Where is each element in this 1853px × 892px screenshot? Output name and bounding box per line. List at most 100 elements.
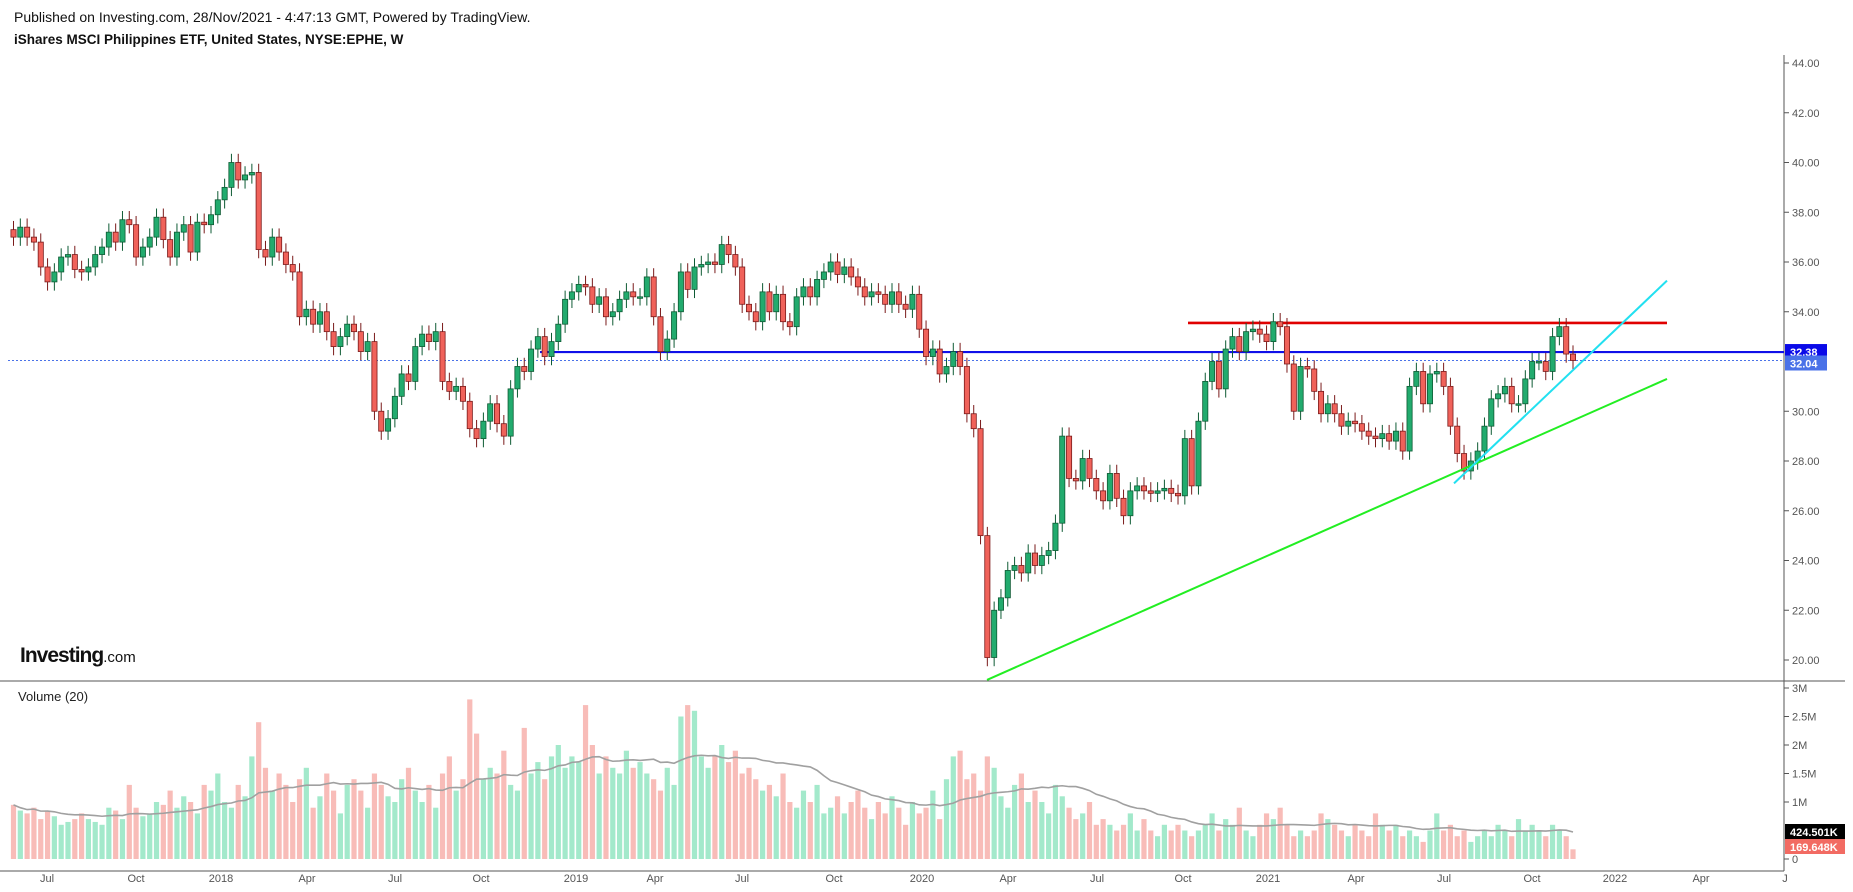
candle-body: [820, 271, 827, 280]
volume-bar: [1250, 836, 1256, 859]
volume-bar: [1454, 836, 1460, 859]
volume-bar: [1189, 836, 1195, 859]
volume-bar: [1304, 836, 1311, 859]
volume-bar: [916, 813, 922, 859]
candle-body: [459, 385, 466, 402]
volume-bar: [719, 745, 725, 859]
candle-body: [562, 298, 569, 325]
volume-bar: [1434, 813, 1440, 859]
candle-body: [1093, 478, 1100, 492]
volume-bar: [1543, 836, 1549, 859]
volume-bar: [582, 705, 589, 859]
candle-body: [64, 254, 71, 258]
volume-bar: [1141, 819, 1147, 859]
volume-bar: [725, 762, 732, 859]
volume-bar: [691, 710, 698, 859]
volume-bar: [446, 756, 452, 859]
candle-body: [1447, 385, 1454, 427]
volume-bar: [637, 762, 643, 859]
candle-body: [650, 276, 657, 318]
candle-body: [643, 276, 650, 298]
candle-body: [378, 410, 385, 432]
candle-body: [848, 266, 855, 278]
volume-bar: [439, 773, 446, 859]
candle-body: [950, 351, 957, 367]
time-tick-label: Apr: [1692, 873, 1709, 885]
volume-bar: [1011, 784, 1018, 859]
candle-body: [1222, 348, 1229, 390]
candle-body: [330, 331, 337, 347]
volume-bar: [698, 756, 704, 859]
volume-bar: [1441, 830, 1447, 859]
volume-bar: [1536, 830, 1542, 859]
candle-body: [1283, 326, 1290, 365]
price-tick-label: 38.00: [1792, 207, 1820, 219]
candle-body: [555, 323, 562, 343]
volume-bar: [1066, 807, 1072, 859]
candle-body: [1202, 380, 1209, 422]
volume-bar: [521, 727, 527, 859]
candle-body: [1570, 353, 1577, 361]
candle-body: [1413, 371, 1420, 387]
candle-body: [500, 423, 507, 437]
candle-body: [453, 385, 460, 392]
volume-bar: [1359, 830, 1365, 859]
candle-body: [1522, 378, 1529, 405]
volume-bar: [106, 807, 112, 859]
price-tag-level-bg: [1785, 344, 1827, 360]
volume-bar: [576, 762, 582, 859]
candle-body: [1113, 473, 1120, 499]
candle-body: [664, 338, 671, 352]
volume-bar: [501, 750, 507, 859]
candle-body: [17, 226, 24, 238]
volume-bar: [1107, 824, 1113, 859]
candle-body: [528, 348, 535, 372]
time-tick-label: Oct: [127, 873, 144, 885]
candle-body: [875, 291, 882, 295]
volume-bar: [1073, 819, 1079, 859]
volume-bar: [1025, 802, 1031, 859]
volume-tick-label: 2M: [1792, 740, 1807, 752]
logo-text: Investing: [20, 644, 104, 667]
volume-bar: [1291, 836, 1297, 859]
candle-body: [473, 428, 480, 440]
candle-body: [1529, 361, 1536, 380]
volume-ma-tag-bg: [1785, 824, 1845, 839]
candle-body: [139, 246, 146, 258]
candle-body: [752, 311, 759, 323]
volume-bar: [1556, 830, 1562, 859]
candle-body: [705, 261, 712, 265]
volume-bar: [678, 716, 684, 859]
candle-body: [173, 231, 180, 258]
candle-body: [1304, 366, 1311, 370]
candle-body: [146, 236, 153, 248]
candle-body: [711, 261, 718, 265]
volume-bar: [596, 773, 602, 859]
candle-body: [344, 323, 351, 338]
candle-body: [841, 266, 848, 275]
volume-ma-tag: 424.501K: [1790, 827, 1838, 839]
volume-bar: [1406, 830, 1413, 859]
candle-body: [1168, 487, 1175, 494]
volume-bar: [1209, 813, 1215, 859]
volume-bar: [153, 802, 160, 859]
published-note: Published on Investing.com, 28/Nov/2021 …: [14, 9, 531, 25]
volume-bar: [1345, 836, 1351, 859]
volume-bar: [79, 813, 85, 859]
candle-body: [1236, 336, 1243, 352]
volume-bar: [1175, 824, 1181, 859]
volume-bar: [807, 802, 813, 859]
volume-bar: [235, 784, 241, 859]
volume-bar: [453, 790, 459, 859]
candle-body: [1079, 458, 1086, 482]
candle-body: [991, 609, 998, 658]
volume-bar: [617, 773, 623, 859]
volume-bar: [44, 810, 51, 859]
volume-bar: [119, 819, 126, 859]
candle-body: [1154, 490, 1161, 494]
volume-bar: [187, 802, 194, 859]
volume-bar: [337, 813, 343, 859]
time-tick-label: Jul: [388, 873, 402, 885]
volume-bar: [896, 807, 902, 859]
